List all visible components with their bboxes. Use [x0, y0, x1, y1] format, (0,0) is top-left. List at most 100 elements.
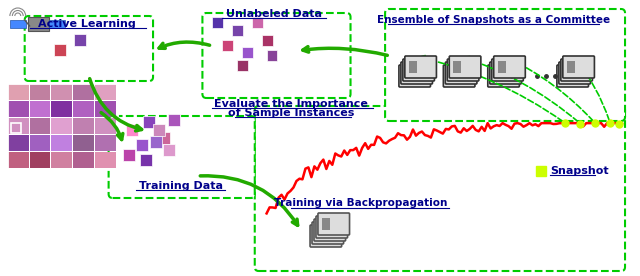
Bar [318, 224, 326, 236]
Bar [561, 70, 569, 82]
Bar [212, 17, 223, 28]
Bar [495, 64, 504, 76]
FancyBboxPatch shape [399, 65, 431, 87]
Bar [8, 135, 29, 151]
Bar [73, 101, 94, 117]
Bar [163, 144, 175, 156]
Bar [51, 101, 72, 117]
FancyBboxPatch shape [316, 216, 348, 238]
FancyBboxPatch shape [314, 219, 346, 241]
Bar [567, 61, 575, 73]
FancyBboxPatch shape [318, 213, 349, 235]
Text: Ensemble of Snapshots as a Committee: Ensemble of Snapshots as a Committee [377, 15, 611, 25]
Bar [403, 70, 411, 82]
Bar [7, 83, 116, 169]
Bar [95, 152, 116, 168]
FancyBboxPatch shape [563, 56, 595, 78]
Bar [222, 40, 233, 51]
FancyBboxPatch shape [559, 62, 591, 84]
Bar [451, 64, 459, 76]
Bar [28, 17, 49, 31]
Bar [8, 152, 29, 168]
Bar [54, 44, 66, 56]
Bar [51, 135, 72, 151]
Bar [168, 114, 180, 126]
Bar [316, 227, 324, 239]
Bar [405, 67, 413, 79]
Bar [73, 118, 94, 134]
Bar [453, 61, 461, 73]
FancyBboxPatch shape [310, 225, 342, 247]
Bar [29, 84, 51, 100]
Text: of Sample Instances: of Sample Instances [228, 108, 355, 118]
FancyBboxPatch shape [447, 59, 479, 81]
Bar [11, 123, 20, 133]
Bar [262, 35, 273, 46]
Bar [143, 116, 155, 128]
FancyBboxPatch shape [557, 65, 589, 87]
FancyBboxPatch shape [488, 65, 520, 87]
Bar [136, 139, 148, 151]
FancyBboxPatch shape [202, 13, 351, 98]
Text: Active Learning: Active Learning [38, 19, 136, 29]
Bar [407, 64, 415, 76]
Bar [237, 60, 248, 71]
Bar [232, 25, 243, 36]
Bar [492, 70, 500, 82]
Bar [564, 64, 573, 76]
Bar [124, 149, 135, 161]
FancyBboxPatch shape [401, 62, 433, 84]
FancyBboxPatch shape [490, 62, 522, 84]
Text: Snapshot: Snapshot [550, 166, 609, 176]
FancyBboxPatch shape [255, 106, 625, 271]
Bar [158, 132, 170, 144]
Bar [447, 70, 455, 82]
FancyBboxPatch shape [403, 59, 435, 81]
FancyBboxPatch shape [444, 65, 475, 87]
Bar [314, 230, 322, 242]
Bar [150, 136, 162, 148]
Bar [242, 47, 253, 58]
FancyBboxPatch shape [109, 116, 255, 198]
FancyBboxPatch shape [385, 9, 625, 121]
Bar [51, 152, 72, 168]
Bar [73, 84, 94, 100]
Bar [29, 118, 51, 134]
Text: Unlabeled Data: Unlabeled Data [227, 9, 323, 19]
Bar [409, 61, 417, 73]
Bar [73, 135, 94, 151]
Bar [73, 152, 94, 168]
FancyBboxPatch shape [25, 16, 153, 81]
Bar [10, 20, 26, 28]
Bar [29, 135, 51, 151]
FancyBboxPatch shape [405, 56, 436, 78]
Bar [8, 118, 29, 134]
Bar [322, 218, 330, 230]
Bar [267, 50, 278, 61]
Bar [95, 101, 116, 117]
Bar [95, 84, 116, 100]
Bar [74, 34, 86, 46]
Bar [8, 84, 29, 100]
FancyBboxPatch shape [312, 222, 344, 244]
Bar [320, 221, 328, 233]
Bar [49, 20, 65, 28]
Bar [140, 154, 152, 166]
Bar [449, 67, 457, 79]
FancyBboxPatch shape [449, 56, 481, 78]
Text: Evaluate the Importance: Evaluate the Importance [214, 99, 368, 109]
Bar [153, 124, 165, 136]
Bar [563, 67, 571, 79]
Bar [95, 118, 116, 134]
Bar [8, 101, 29, 117]
Bar [51, 84, 72, 100]
Bar [126, 124, 138, 136]
FancyBboxPatch shape [492, 59, 524, 81]
Bar [95, 135, 116, 151]
Text: Training via Backpropagation: Training via Backpropagation [274, 198, 447, 208]
Bar [29, 152, 51, 168]
Bar [51, 118, 72, 134]
Bar [252, 17, 262, 28]
Bar [498, 61, 506, 73]
FancyBboxPatch shape [493, 56, 525, 78]
